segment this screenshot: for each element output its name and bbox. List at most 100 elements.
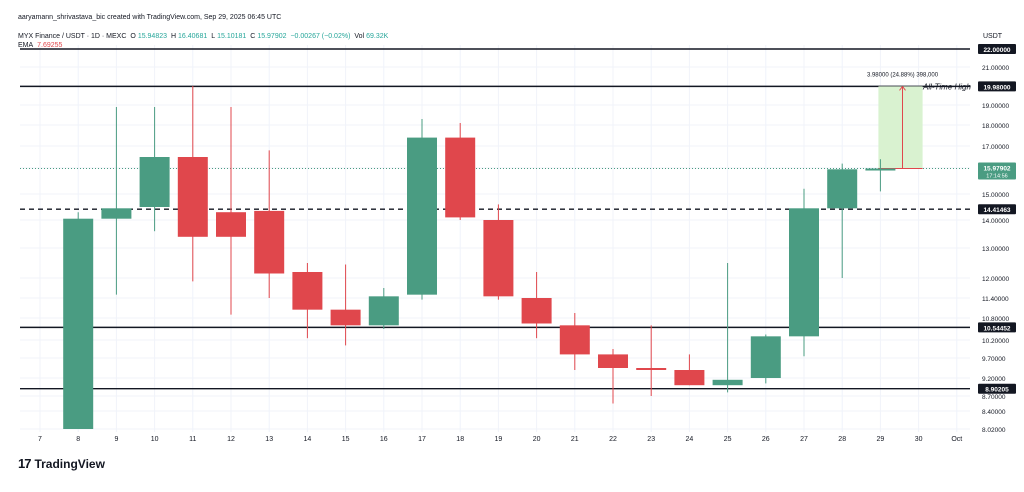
price-tick-label: 14.00000 [982, 218, 1009, 225]
time-tick-label: 18 [456, 436, 464, 443]
level-price-badge[interactable] [978, 81, 1016, 92]
candle[interactable] [101, 107, 132, 295]
price-tick-label: 11.40000 [982, 296, 1009, 303]
candle-body [636, 368, 667, 370]
price-tick-label: 13.00000 [982, 246, 1009, 253]
time-tick-label: 19 [495, 436, 503, 443]
candle-body [865, 168, 896, 171]
price-tick-label: 12.00000 [982, 276, 1009, 283]
open-value: 15.94823 [137, 33, 168, 40]
current-price-badge-text: 15.97902 [983, 166, 1010, 173]
candle-body [101, 208, 132, 219]
symbol-title[interactable]: MYX Finance / USDT · 1D · MEXC [18, 33, 127, 40]
candle[interactable] [139, 107, 170, 232]
price-tick-label: 15.00000 [982, 192, 1009, 199]
candle-body [177, 157, 208, 237]
time-tick-label: Oct [951, 436, 962, 443]
candle[interactable] [750, 334, 781, 384]
high-value: 16.40681 [178, 33, 208, 40]
close-label: C [250, 33, 256, 40]
all-time-high-annotation: All-Time High [922, 82, 971, 91]
measure-label: 3.98000 (24.88%) 398,000 [867, 72, 939, 78]
candle-body [750, 336, 781, 378]
candle-body [789, 208, 819, 337]
level-price-badge-text: 14.41463 [983, 207, 1010, 214]
candle[interactable] [63, 212, 94, 429]
candle-body [216, 212, 246, 237]
time-tick-label: 10 [151, 436, 159, 443]
candle-body [292, 272, 323, 310]
ohlc-legend: MYX Finance / USDT · 1D · MEXC O 15.94823… [18, 33, 390, 40]
candle-body [407, 137, 437, 295]
candles [63, 86, 896, 429]
created-by-line: aaryamann_shrivastava_bic created with T… [18, 14, 282, 21]
ema-value: 7.69255 [37, 42, 63, 49]
level-price-badge-text: 8.90205 [985, 387, 1009, 394]
candle-body [368, 296, 399, 326]
level-price-badge[interactable] [978, 204, 1016, 215]
candle[interactable] [407, 119, 437, 300]
close-value: 15.97902 [257, 33, 287, 40]
candle-body [254, 210, 285, 274]
candle[interactable] [177, 86, 208, 282]
candle[interactable] [636, 325, 667, 396]
candle[interactable] [216, 107, 246, 315]
low-label: L [211, 33, 216, 40]
time-tick-label: 23 [647, 436, 655, 443]
countdown-text: 17:14:56 [986, 174, 1007, 180]
price-axis[interactable]: 21.0000020.0000019.0000018.0000017.00000… [978, 44, 1016, 434]
candle[interactable] [521, 272, 552, 339]
time-tick-label: 17 [418, 436, 426, 443]
level-price-badge[interactable] [978, 44, 1016, 54]
price-tick-label: 8.70000 [982, 394, 1006, 401]
time-axis[interactable]: 7 8 9 10 11 12 13 14 15 16 17 18 19 20 21 22 23 24 25 26 27 2… [38, 436, 962, 443]
time-tick-label: 13 [265, 436, 273, 443]
level-price-badge-text: 10.54452 [983, 325, 1010, 332]
candle[interactable] [865, 159, 896, 192]
candle-body [712, 379, 743, 386]
price-tick-label: 10.20000 [982, 338, 1009, 345]
open-label: O [130, 33, 136, 40]
measure-box[interactable] [878, 86, 923, 169]
candle[interactable] [368, 288, 399, 329]
price-tick-label: 9.20000 [982, 376, 1006, 383]
candle[interactable] [559, 313, 590, 370]
time-tick-label: 27 [800, 436, 808, 443]
candle-body [483, 220, 514, 297]
candle[interactable] [445, 123, 476, 220]
candle[interactable] [789, 188, 819, 357]
measure-arrow-head-right [902, 86, 906, 91]
volume-label: Vol [354, 33, 365, 40]
time-tick-label: 8 [76, 436, 80, 443]
time-tick-label: 24 [686, 436, 694, 443]
candle[interactable] [254, 150, 285, 298]
price-tick-label: 18.00000 [982, 123, 1009, 130]
candle[interactable] [483, 204, 514, 300]
time-tick-label: 25 [724, 436, 732, 443]
time-tick-label: 28 [838, 436, 846, 443]
candle[interactable] [598, 349, 628, 404]
tradingview-logo[interactable]: 17 TradingView [18, 456, 105, 471]
current-price-badge[interactable] [978, 162, 1016, 180]
candle-body [139, 157, 170, 207]
level-price-badge[interactable] [978, 383, 1016, 394]
level-price-badge-text: 22.00000 [983, 47, 1010, 54]
measure-tool: 3.98000 (24.88%) 398,000 [867, 72, 939, 170]
candle[interactable] [674, 354, 705, 386]
candle[interactable] [330, 264, 361, 346]
candle-body [827, 169, 858, 209]
ema-legend[interactable]: EMA 7.69255 [18, 42, 64, 49]
price-tick-label: 8.02000 [982, 427, 1006, 434]
candle[interactable] [292, 263, 323, 339]
tradingview-logo-icon: 17 [18, 456, 32, 471]
time-tick-label: 7 [38, 436, 42, 443]
candle[interactable] [827, 163, 858, 278]
candle-body [598, 354, 628, 368]
high-label: H [170, 33, 177, 40]
level-price-badge[interactable] [978, 322, 1016, 333]
time-tick-label: 30 [915, 436, 923, 443]
level-price-badge-text: 19.98000 [983, 84, 1010, 91]
candle[interactable] [712, 263, 743, 393]
